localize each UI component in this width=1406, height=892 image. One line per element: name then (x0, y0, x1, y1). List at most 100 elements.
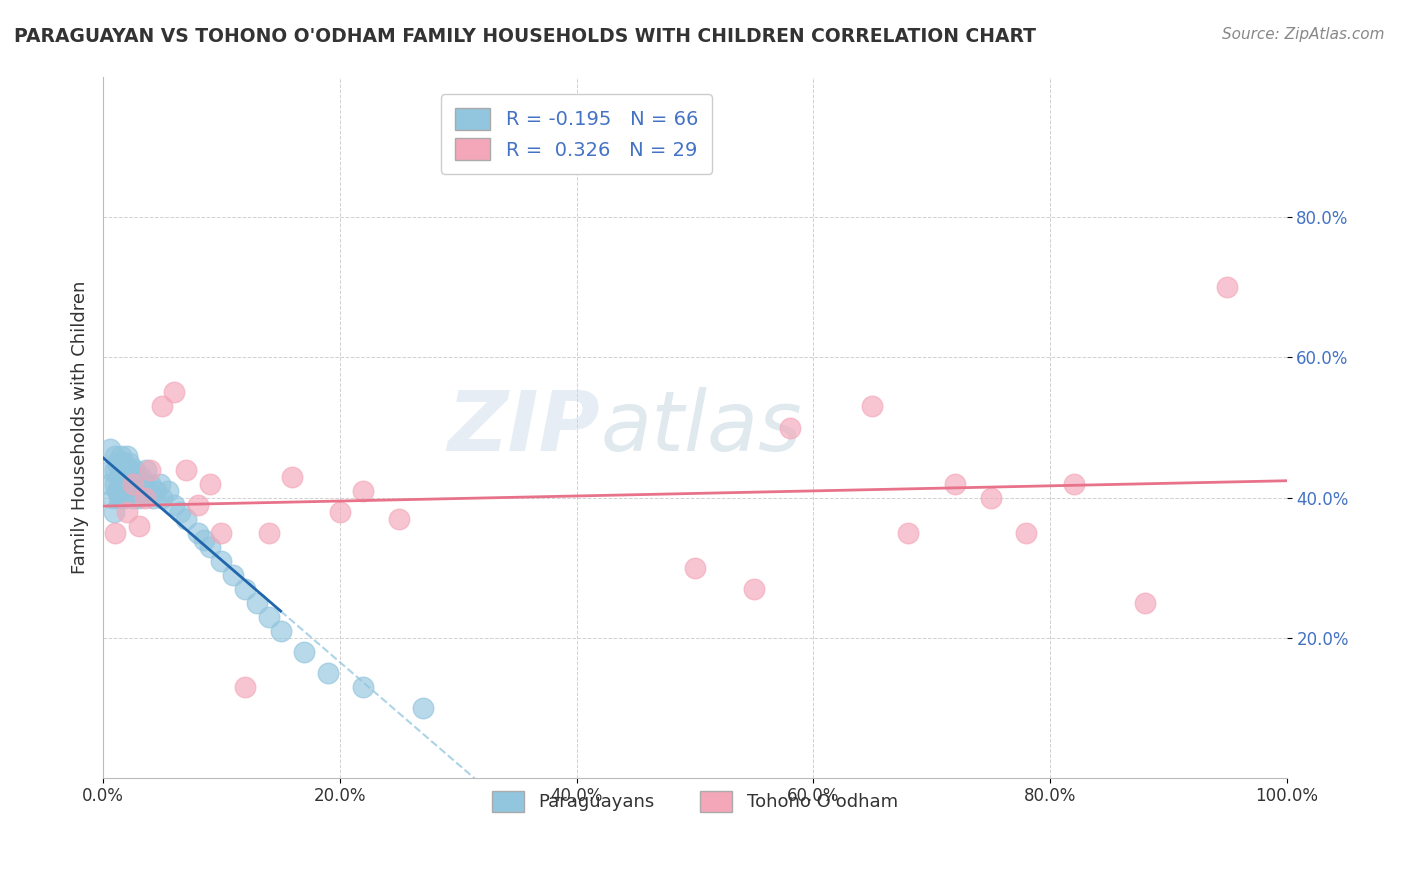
Point (1133, 595, 1156, 609)
Point (118, 456, 141, 470)
Point (139, 476, 162, 491)
Point (211, 525, 233, 540)
Point (111, 469, 134, 483)
Point (127, 469, 149, 483)
Legend: Paraguayans, Tohono O'odham: Paraguayans, Tohono O'odham (479, 779, 911, 824)
Point (124, 462, 146, 476)
Point (107, 491, 129, 505)
Point (257, 525, 280, 540)
Point (779, 420, 801, 434)
Point (125, 483, 148, 498)
Point (129, 469, 152, 483)
Point (246, 595, 269, 609)
Text: Source: ZipAtlas.com: Source: ZipAtlas.com (1222, 27, 1385, 42)
Point (157, 483, 180, 498)
Point (388, 511, 411, 525)
Point (233, 680, 256, 694)
Point (118, 476, 141, 491)
Point (163, 385, 186, 400)
Point (104, 449, 127, 463)
Point (198, 476, 221, 491)
Point (110, 449, 132, 463)
Point (111, 483, 134, 498)
Point (100, 462, 122, 476)
Point (1063, 476, 1085, 491)
Point (110, 462, 132, 476)
Point (114, 462, 136, 476)
Text: atlas: atlas (600, 387, 801, 468)
Point (222, 567, 245, 582)
Point (281, 469, 304, 483)
Point (98, 442, 121, 456)
Point (104, 525, 127, 540)
Point (150, 491, 173, 505)
Point (174, 462, 197, 476)
Point (112, 456, 135, 470)
Point (980, 491, 1002, 505)
Point (122, 476, 145, 491)
Point (149, 476, 172, 491)
Point (233, 582, 256, 596)
Point (292, 644, 315, 658)
Point (121, 476, 143, 491)
Point (115, 462, 138, 476)
Y-axis label: Family Households with Children: Family Households with Children (72, 281, 89, 574)
Point (114, 469, 136, 483)
Point (169, 504, 191, 518)
Point (134, 476, 156, 491)
Point (174, 511, 197, 525)
Point (1015, 525, 1038, 540)
Point (683, 560, 706, 574)
Point (353, 680, 375, 694)
Point (897, 525, 920, 540)
Point (134, 491, 156, 505)
Point (270, 624, 292, 638)
Point (128, 518, 150, 533)
Point (211, 553, 233, 567)
Point (121, 469, 143, 483)
Point (943, 476, 966, 491)
Point (108, 476, 131, 491)
Point (120, 462, 142, 476)
Point (103, 504, 125, 518)
Point (316, 665, 339, 680)
Point (107, 469, 129, 483)
Point (105, 483, 128, 498)
Point (128, 476, 150, 491)
Point (115, 504, 138, 518)
Point (329, 504, 352, 518)
Point (104, 476, 127, 491)
Point (198, 540, 221, 554)
Point (187, 525, 209, 540)
Point (135, 462, 157, 476)
Point (105, 456, 128, 470)
Point (114, 491, 136, 505)
Point (353, 483, 375, 498)
Point (860, 400, 883, 414)
Point (115, 449, 138, 463)
Point (128, 491, 150, 505)
Point (1216, 280, 1239, 294)
Point (142, 491, 165, 505)
Point (110, 491, 132, 505)
Point (145, 483, 167, 498)
Point (136, 483, 159, 498)
Point (112, 476, 135, 491)
Point (193, 533, 215, 547)
Point (150, 400, 173, 414)
Point (115, 483, 138, 498)
Point (104, 462, 127, 476)
Point (163, 498, 186, 512)
Text: PARAGUAYAN VS TOHONO O'ODHAM FAMILY HOUSEHOLDS WITH CHILDREN CORRELATION CHART: PARAGUAYAN VS TOHONO O'ODHAM FAMILY HOUS… (14, 27, 1036, 45)
Point (101, 491, 124, 505)
Point (742, 582, 765, 596)
Point (121, 491, 143, 505)
Text: ZIP: ZIP (447, 387, 600, 468)
Point (98, 476, 121, 491)
Point (131, 483, 153, 498)
Point (412, 700, 434, 714)
Point (121, 483, 143, 498)
Point (139, 462, 162, 476)
Point (187, 498, 209, 512)
Point (257, 609, 280, 624)
